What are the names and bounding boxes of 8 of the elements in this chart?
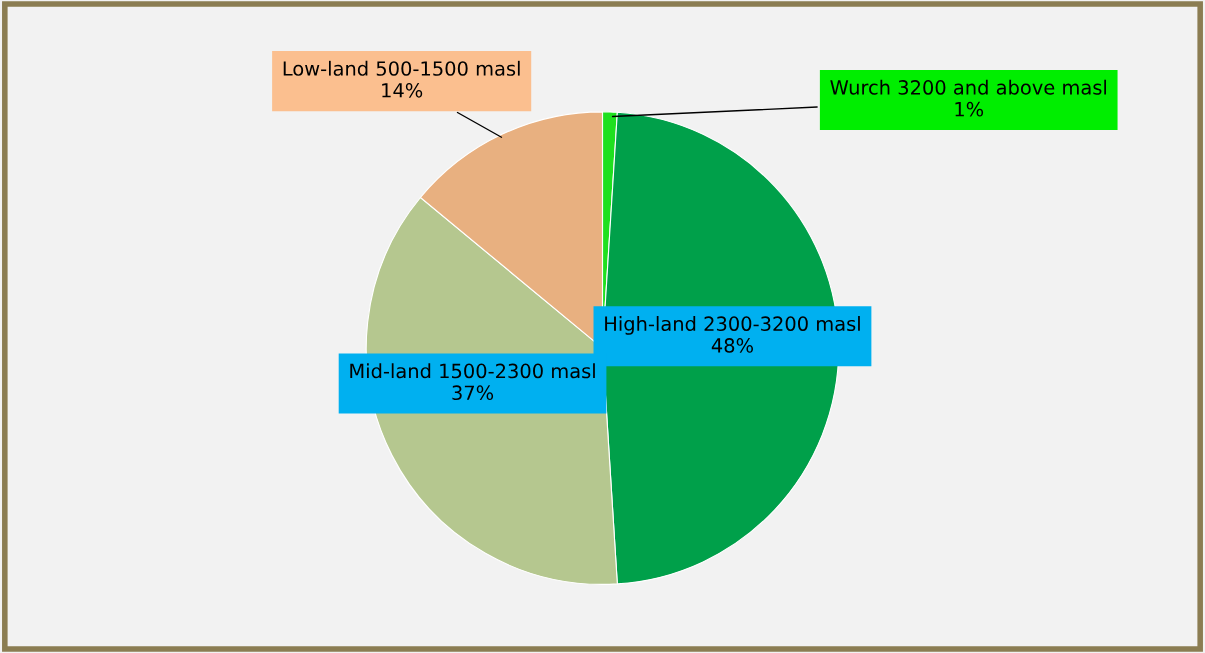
slice-label: High-land 2300-3200 masl	[605, 316, 860, 335]
slice-label: Low-land 500-1500 masl	[283, 60, 520, 76]
slice-label: Mid-land 1500-2300 masl	[350, 363, 595, 379]
data-label: 37%	[452, 385, 494, 401]
data-label: 1%	[955, 101, 984, 117]
slice-label: Wurch 3200 and above masl	[830, 79, 1107, 95]
data-label: 48%	[711, 338, 753, 353]
data-label: 14%	[382, 82, 423, 98]
